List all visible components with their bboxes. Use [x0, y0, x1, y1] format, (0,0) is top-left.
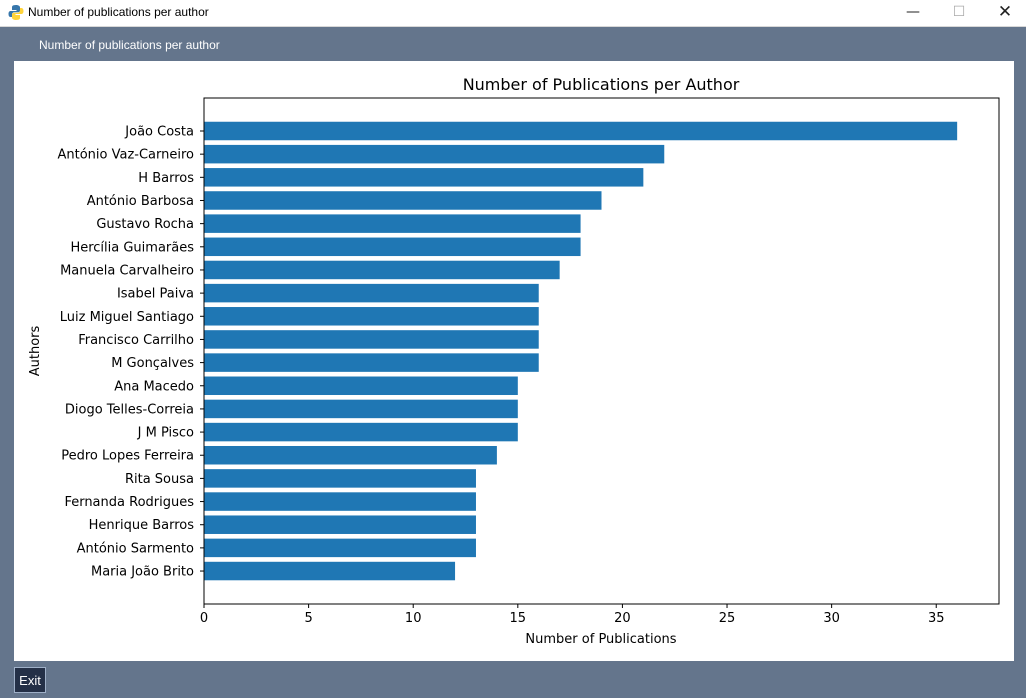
bar [204, 260, 560, 280]
y-tick-label: Manuela Carvalheiro [60, 263, 194, 278]
bar [204, 422, 518, 442]
x-tick-label: 35 [928, 611, 945, 626]
x-ticks-layer: 0 5 10 15 20 25 30 35 [200, 604, 945, 626]
bar [204, 376, 518, 396]
y-tick-label: Gustavo Rocha [96, 217, 194, 232]
bar [204, 445, 497, 465]
y-tick-label: João Costa [124, 125, 194, 140]
y-tick-label: Pedro Lopes Ferreira [61, 449, 194, 464]
bar [204, 538, 476, 558]
bar [204, 237, 581, 257]
bar [204, 214, 581, 233]
y-tick-label: António Vaz-Carneiro [57, 148, 194, 163]
y-tick-label: Hercília Guimarães [70, 240, 194, 255]
bar [204, 399, 518, 419]
bar [204, 353, 539, 372]
header-label: Number of publications per author [39, 38, 220, 52]
bar [204, 191, 602, 210]
y-tick-label: Rita Sousa [125, 472, 194, 487]
x-axis-label: Number of Publications [525, 632, 676, 647]
y-ticks-layer: João Costa António Vaz-Carneiro H Barros An… [57, 125, 204, 580]
bar [204, 561, 456, 581]
maximize-button[interactable]: ☐ [952, 4, 966, 20]
window-title: Number of publications per author [28, 5, 209, 19]
bar [204, 307, 539, 326]
x-tick-label: 0 [200, 611, 208, 626]
x-tick-label: 20 [614, 611, 631, 626]
bar [204, 283, 539, 303]
exit-button[interactable]: Exit [14, 667, 46, 693]
chart-canvas: Number of Publications per Author Number… [14, 61, 1014, 661]
bar-chart: Number of Publications per Author Number… [28, 75, 1000, 647]
window-titlebar: Number of publications per author — ☐ ✕ [0, 0, 1026, 27]
bar [204, 121, 958, 141]
x-tick-label: 5 [304, 611, 312, 626]
x-tick-label: 25 [719, 611, 736, 626]
x-tick-label: 15 [510, 611, 527, 626]
y-tick-label: Fernanda Rodrigues [64, 495, 194, 510]
bar [204, 469, 476, 488]
bar [204, 330, 539, 349]
bar [204, 144, 665, 164]
x-tick-label: 10 [405, 611, 422, 626]
y-tick-label: Isabel Paiva [117, 287, 194, 302]
bar [204, 168, 644, 187]
bar [204, 515, 476, 534]
y-tick-label: Maria João Brito [91, 565, 194, 580]
y-tick-label: H Barros [138, 171, 194, 186]
bars-layer [204, 121, 958, 581]
python-icon [8, 5, 24, 20]
y-tick-label: António Barbosa [87, 194, 194, 209]
y-axis-label: Authors [28, 326, 43, 377]
y-tick-label: M Gonçalves [111, 356, 194, 371]
y-tick-label: Diogo Telles-Correia [65, 402, 194, 417]
y-tick-label: Luiz Miguel Santiago [60, 310, 194, 325]
y-tick-label: António Sarmento [77, 541, 194, 556]
y-tick-label: Ana Macedo [114, 379, 194, 394]
y-tick-label: Francisco Carrilho [78, 333, 194, 348]
bar [204, 492, 476, 511]
y-tick-label: Henrique Barros [89, 518, 195, 533]
close-button[interactable]: ✕ [997, 2, 1013, 22]
y-tick-label: J M Pisco [137, 426, 194, 441]
plot-frame [203, 97, 1000, 605]
x-tick-label: 30 [823, 611, 840, 626]
chart-title: Number of Publications per Author [463, 75, 740, 94]
minimize-button[interactable]: — [906, 4, 920, 20]
